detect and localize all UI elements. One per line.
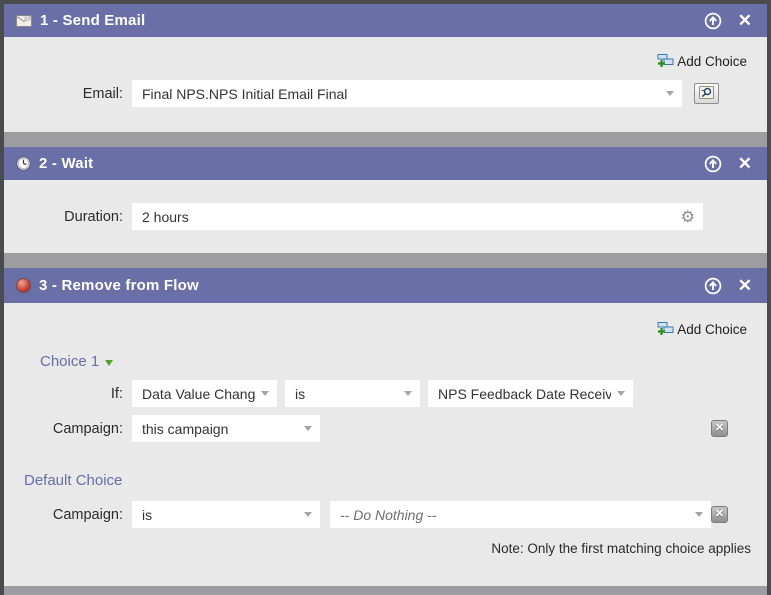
duration-label: Duration: — [64, 208, 123, 225]
gear-icon[interactable]: ⚙ — [680, 206, 695, 226]
step-panel-remove-from-flow: 3 - Remove from Flow ✕ Add Choice Choice… — [4, 268, 767, 586]
default-operator-select[interactable]: is — [132, 501, 320, 528]
email-select-value: Final NPS.NPS Initial Email Final — [142, 85, 348, 102]
add-choice-button[interactable]: Add Choice — [657, 51, 747, 71]
chevron-down-icon — [404, 391, 412, 396]
campaign-value: this campaign — [142, 420, 229, 437]
chevron-down-icon — [304, 512, 312, 517]
default-choice-heading[interactable]: Default Choice — [4, 472, 767, 489]
email-label: Email: — [82, 85, 123, 102]
panel-title: 1 - Send Email — [40, 12, 146, 29]
envelope-icon — [16, 14, 32, 27]
choice1-label: Choice 1 — [40, 353, 100, 370]
delete-choice-button[interactable]: ✕ — [711, 506, 728, 523]
remove-from-flow-header: 3 - Remove from Flow ✕ — [4, 268, 767, 303]
add-choice-icon — [657, 320, 674, 339]
duration-field[interactable]: 2 hours ⚙ — [132, 203, 703, 230]
delete-choice-button[interactable]: ✕ — [711, 420, 728, 437]
clock-icon — [16, 156, 31, 171]
default-campaign-label: Campaign: — [52, 506, 123, 523]
default-action-value: -- Do Nothing -- — [340, 506, 437, 523]
email-select[interactable]: Final NPS.NPS Initial Email Final — [132, 80, 682, 107]
add-choice-label: Add Choice — [677, 53, 747, 69]
chevron-down-icon — [304, 426, 312, 431]
campaign-label: Campaign: — [52, 420, 123, 437]
chevron-down-icon — [666, 91, 674, 96]
chevron-down-icon — [617, 391, 625, 396]
campaign-select[interactable]: this campaign — [132, 415, 320, 442]
close-icon[interactable]: ✕ — [737, 11, 752, 30]
step-panel-send-email: 1 - Send Email ✕ Add Choice Email: Final… — [4, 4, 767, 132]
green-triangle-icon — [105, 359, 114, 366]
close-icon[interactable]: ✕ — [737, 154, 752, 173]
condition-type-select[interactable]: Data Value Change — [132, 380, 277, 407]
move-up-icon[interactable] — [704, 155, 722, 173]
step-panel-wait: 2 - Wait ✕ Duration: 2 hours ⚙ — [4, 147, 767, 253]
wait-body: Duration: 2 hours ⚙ — [4, 180, 767, 253]
magnifier-icon — [699, 85, 714, 102]
matching-choice-note: Note: Only the first matching choice app… — [491, 541, 751, 556]
add-choice-icon — [657, 52, 674, 71]
send-email-body: Add Choice Email: Final NPS.NPS Initial … — [4, 37, 767, 132]
choice1-heading[interactable]: Choice 1 — [4, 353, 767, 370]
move-up-icon[interactable] — [704, 12, 722, 30]
chevron-down-icon — [261, 391, 269, 396]
remove-from-flow-body: Add Choice Choice 1 If: Data Value Chang… — [4, 303, 767, 586]
panel-title: 3 - Remove from Flow — [39, 277, 199, 294]
remove-orb-icon — [16, 278, 31, 293]
add-choice-label: Add Choice — [677, 321, 747, 337]
if-label: If: — [110, 385, 123, 402]
panel-title: 2 - Wait — [39, 155, 94, 172]
close-icon[interactable]: ✕ — [737, 276, 752, 295]
email-preview-button[interactable] — [694, 83, 719, 104]
move-up-icon[interactable] — [704, 277, 722, 295]
default-action-select[interactable]: -- Do Nothing -- — [330, 501, 711, 528]
default-choice-label: Default Choice — [24, 472, 123, 489]
chevron-down-icon — [695, 512, 703, 517]
operator-select[interactable]: is — [285, 380, 420, 407]
add-choice-button[interactable]: Add Choice — [657, 319, 747, 339]
default-operator-value: is — [142, 506, 153, 523]
condition-type-value: Data Value Change — [142, 385, 255, 402]
duration-value: 2 hours — [142, 208, 189, 225]
send-email-header: 1 - Send Email ✕ — [4, 4, 767, 37]
wait-header: 2 - Wait ✕ — [4, 147, 767, 180]
condition-value-select[interactable]: NPS Feedback Date Receive — [428, 380, 633, 407]
operator-value: is — [295, 385, 306, 402]
condition-value: NPS Feedback Date Receive — [438, 385, 611, 402]
